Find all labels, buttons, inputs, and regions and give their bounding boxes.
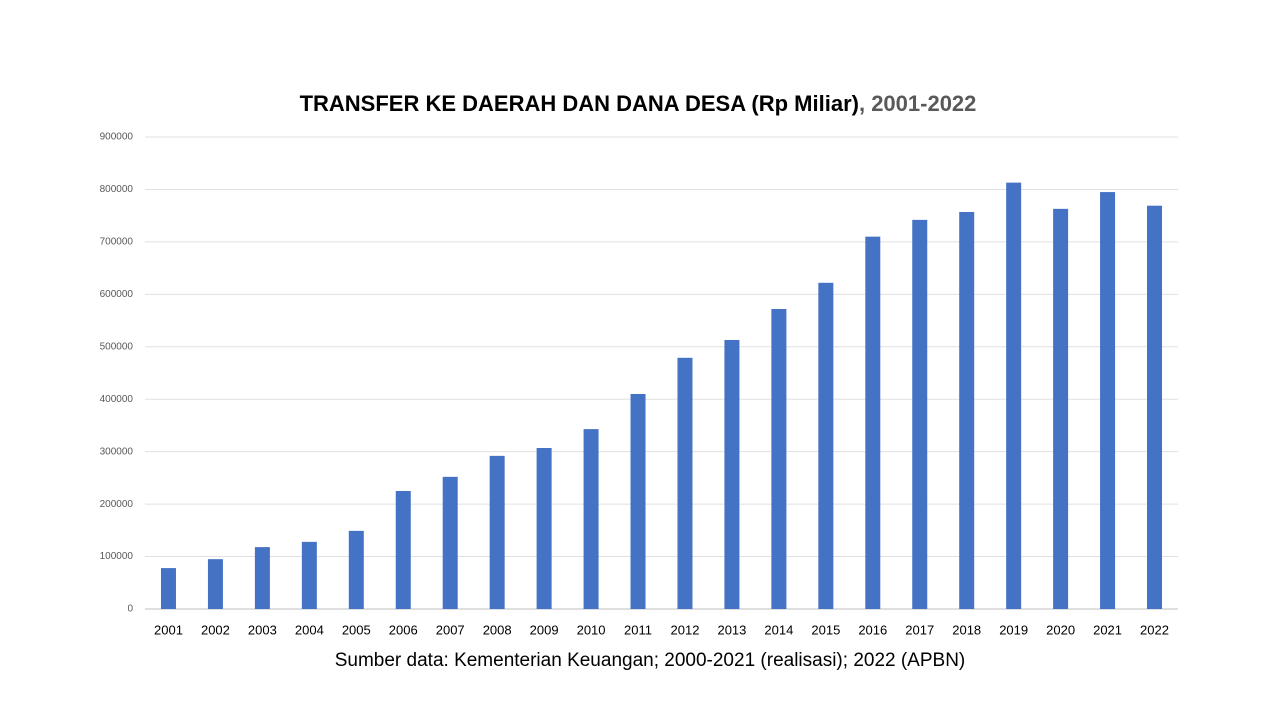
x-tick-label: 2006 xyxy=(389,622,418,637)
x-tick-label: 2020 xyxy=(1046,622,1075,637)
bar xyxy=(865,236,881,609)
title-years: , 2001-2022 xyxy=(859,91,976,116)
x-tick-label: 2010 xyxy=(577,622,606,637)
x-tick-label: 2017 xyxy=(905,622,934,637)
bar xyxy=(395,491,411,609)
x-tick-label: 2004 xyxy=(295,622,324,637)
source-note: Sumber data: Kementerian Keuangan; 2000-… xyxy=(335,650,966,671)
bar xyxy=(724,339,740,609)
x-tick-label: 2003 xyxy=(248,622,277,637)
bar xyxy=(677,357,693,609)
x-tick-label: 2009 xyxy=(530,622,559,637)
bar xyxy=(771,309,787,609)
x-tick-label: 2019 xyxy=(999,622,1028,637)
y-tick-label: 100000 xyxy=(100,551,134,562)
x-tick-label: 2011 xyxy=(624,622,652,637)
bar xyxy=(818,282,834,609)
x-tick-label: 2021 xyxy=(1093,622,1122,637)
x-tick-label: 2015 xyxy=(811,622,840,637)
x-tick-label: 2012 xyxy=(671,622,700,637)
y-tick-label: 400000 xyxy=(100,394,134,405)
x-tick-label: 2001 xyxy=(154,622,183,637)
chart-title: TRANSFER KE DAERAH DAN DANA DESA (Rp Mil… xyxy=(300,91,977,116)
bar xyxy=(254,547,270,609)
y-tick-label: 200000 xyxy=(100,499,134,510)
bar xyxy=(536,447,552,609)
bar xyxy=(1147,205,1163,610)
bar xyxy=(442,476,458,609)
bar xyxy=(1100,192,1116,610)
bar xyxy=(583,429,599,609)
x-tick-label: 2007 xyxy=(436,622,465,637)
y-tick-label: 500000 xyxy=(100,341,134,352)
bar xyxy=(160,568,176,609)
bar xyxy=(959,211,975,610)
x-tick-label: 2002 xyxy=(201,622,230,637)
title-main: TRANSFER KE DAERAH DAN DANA DESA (Rp Mil… xyxy=(300,91,859,116)
x-tick-label: 2022 xyxy=(1140,622,1169,637)
x-tick-label: 2013 xyxy=(717,622,746,637)
bar xyxy=(348,530,364,609)
y-tick-label: 800000 xyxy=(100,184,134,195)
bar xyxy=(489,455,505,609)
bar xyxy=(630,393,646,609)
y-tick-label: 900000 xyxy=(100,132,134,143)
bar xyxy=(207,559,223,609)
bar xyxy=(1006,182,1022,610)
x-tick-label: 2018 xyxy=(952,622,981,637)
bar xyxy=(1053,208,1069,610)
y-tick-label: 600000 xyxy=(100,289,134,300)
x-tick-label: 2014 xyxy=(764,622,793,637)
y-tick-label: 0 xyxy=(127,604,133,615)
x-tick-label: 2016 xyxy=(858,622,887,637)
bar xyxy=(301,541,317,609)
y-tick-label: 300000 xyxy=(100,446,134,457)
x-tick-label: 2005 xyxy=(342,622,371,637)
x-tick-label: 2008 xyxy=(483,622,512,637)
y-tick-label: 700000 xyxy=(100,237,134,248)
bar xyxy=(912,219,928,609)
